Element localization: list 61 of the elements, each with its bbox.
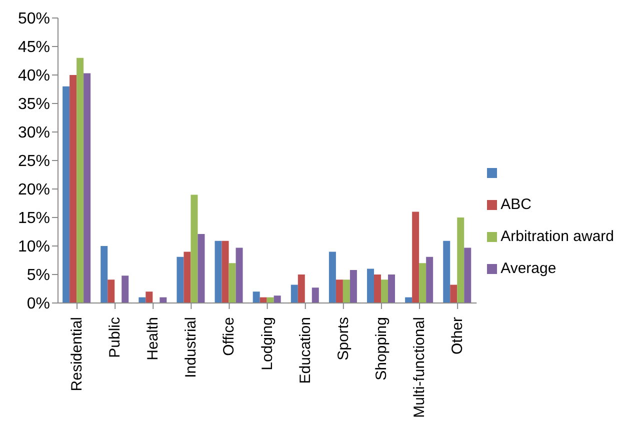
bar (457, 218, 464, 303)
y-tick-label: 5% (26, 267, 50, 284)
y-tick-label: 30% (18, 124, 50, 142)
bar (374, 274, 382, 303)
x-tick-label: Multi-functional (411, 317, 428, 418)
bar (176, 256, 184, 303)
bar (184, 252, 191, 303)
bar (412, 212, 420, 303)
bar (84, 73, 91, 303)
bar (328, 252, 336, 303)
bar (122, 276, 129, 303)
x-tick-label: Office (220, 317, 238, 356)
bar (367, 268, 374, 303)
y-tick-label: 45% (18, 39, 50, 56)
bar (274, 296, 281, 303)
x-tick-label: Other (449, 316, 466, 355)
bar (146, 292, 153, 303)
y-tick-label: 15% (18, 210, 50, 228)
legend-label: Average (500, 260, 556, 277)
bar (222, 240, 229, 303)
y-tick-label: 35% (18, 96, 50, 114)
bar (342, 280, 350, 303)
x-tick-label: Sports (334, 317, 352, 360)
x-tick-label: Residential (68, 317, 86, 392)
bar (290, 284, 298, 303)
x-tick-label: Shopping (372, 317, 390, 380)
bar (70, 75, 77, 303)
bar (100, 246, 108, 303)
bar (450, 284, 458, 303)
bar (350, 270, 357, 303)
bar (312, 288, 319, 303)
bar (298, 274, 305, 303)
y-tick-label: 50% (18, 10, 50, 28)
x-tick-label: Education (296, 317, 314, 384)
y-tick-label: 25% (18, 153, 50, 170)
y-tick-label: 10% (18, 238, 50, 256)
x-tick-label: Lodging (258, 317, 276, 370)
bar (464, 248, 472, 303)
legend-label: Arbitration award (500, 228, 614, 245)
bar (236, 248, 243, 303)
y-tick-label: 40% (18, 68, 50, 85)
y-tick-label: 20% (18, 182, 50, 199)
bar (336, 280, 343, 303)
bar (62, 86, 70, 303)
bar (214, 240, 222, 303)
y-tick-label: 0% (26, 296, 50, 313)
x-tick-label: Public (106, 316, 124, 358)
bar (228, 263, 236, 303)
bar (108, 280, 115, 303)
bar (198, 234, 205, 303)
x-tick-label: Health (144, 317, 162, 360)
bar (443, 240, 450, 303)
bar (388, 274, 396, 303)
bar (419, 263, 426, 303)
bar (252, 292, 260, 303)
bar (190, 194, 198, 303)
bar (76, 58, 84, 303)
bar (426, 256, 434, 303)
x-tick-label: Industrial (182, 317, 200, 378)
legend-label: ABC (500, 196, 532, 213)
bar (381, 280, 388, 303)
